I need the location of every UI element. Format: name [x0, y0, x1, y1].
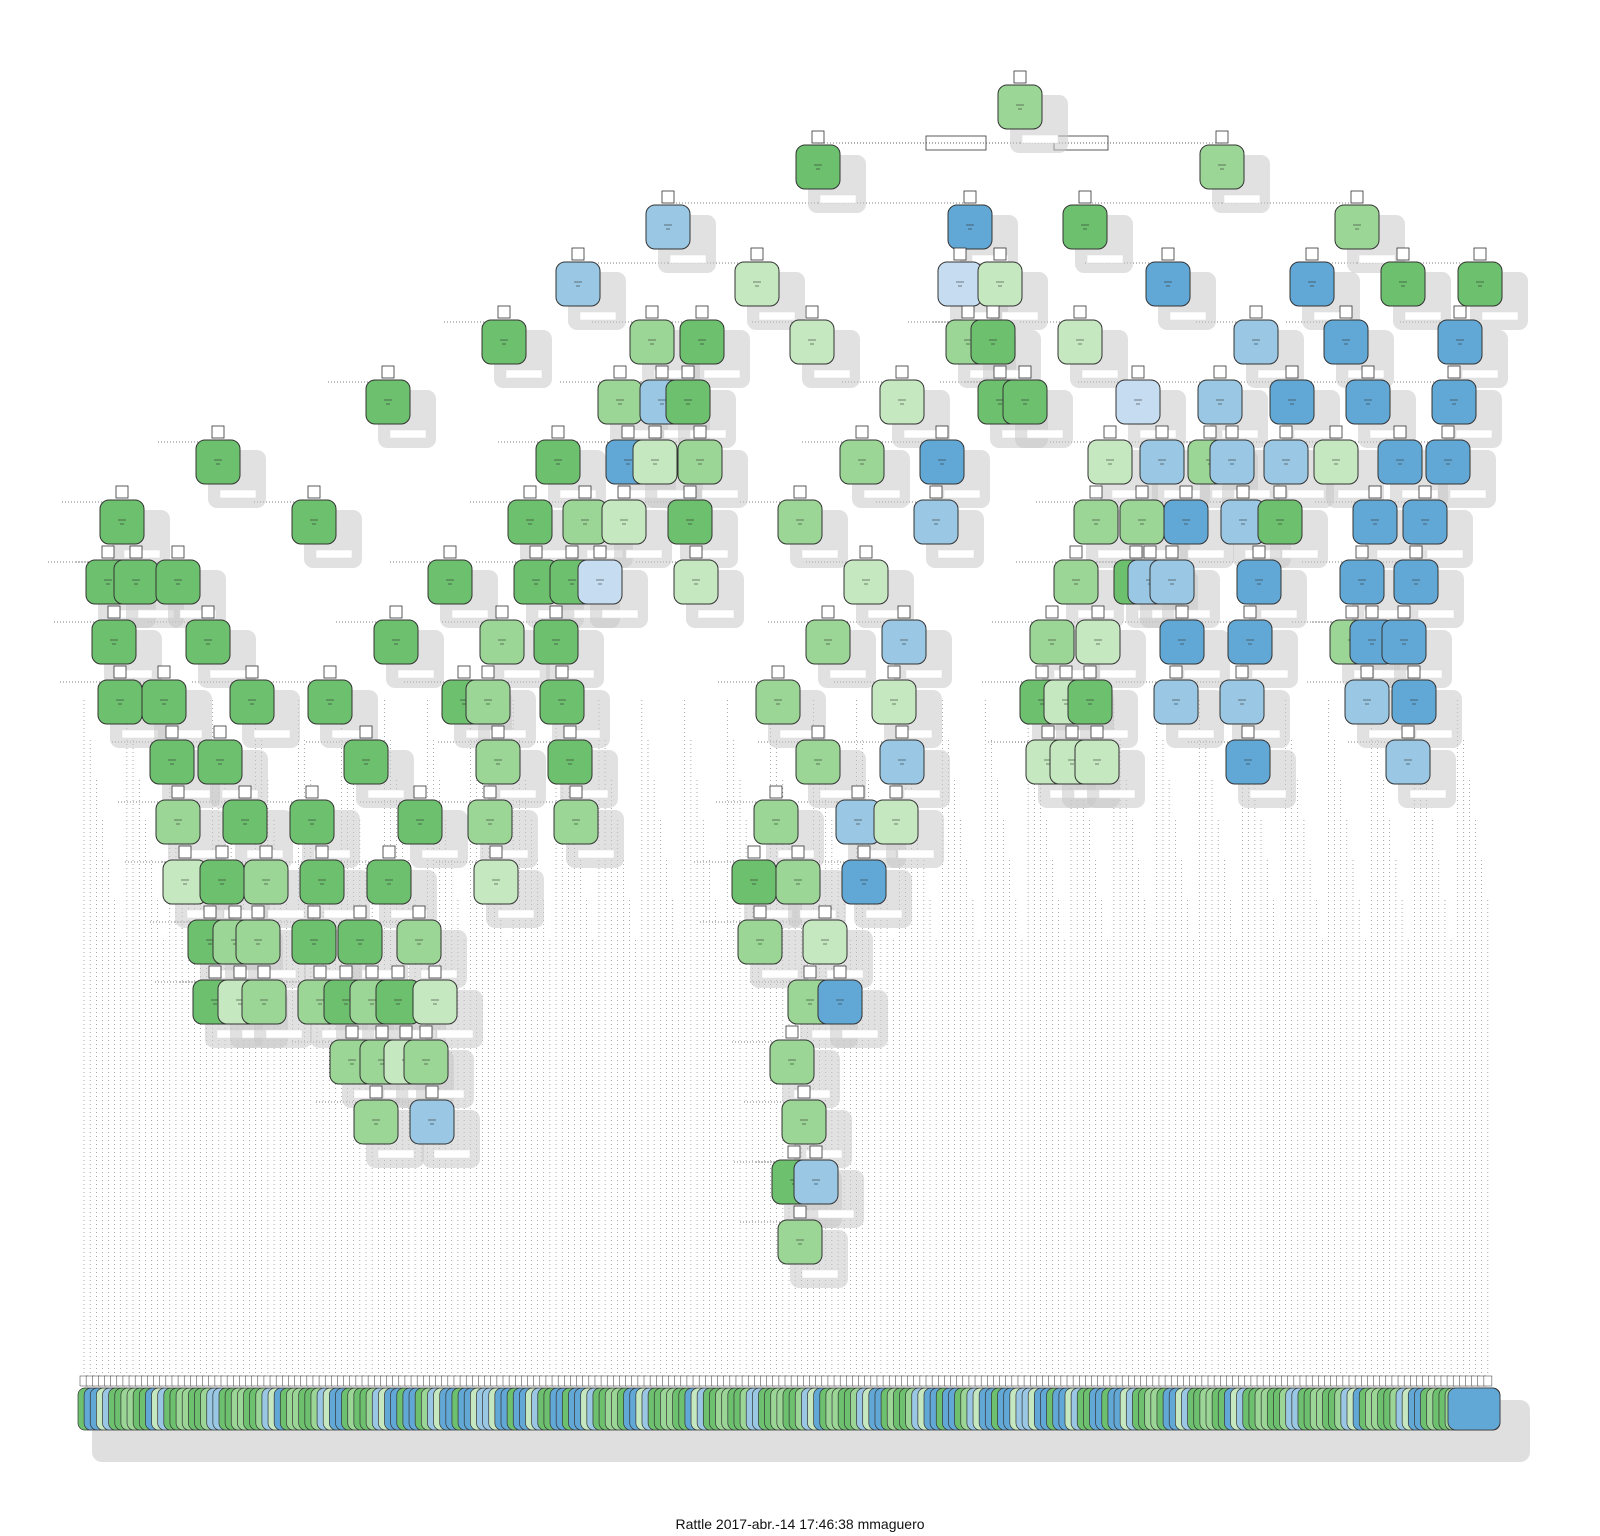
tree-node [679, 305, 750, 388]
tree-node [1145, 247, 1216, 330]
tree-node [553, 785, 624, 868]
tree-node [1269, 365, 1340, 448]
tree-node [817, 965, 888, 1048]
tree-node [1380, 247, 1451, 330]
tree-node [1257, 485, 1328, 568]
tree-node [291, 485, 362, 568]
tree-node [947, 190, 1018, 273]
tree-node [427, 545, 498, 628]
tree-node [412, 965, 483, 1048]
tree-node [677, 425, 748, 508]
tree-node [1391, 665, 1462, 748]
tree-node [481, 305, 552, 388]
tree-node [795, 130, 866, 213]
tree-leaves [77, 1375, 1530, 1462]
tree-node [781, 1085, 852, 1168]
tree-node [535, 425, 606, 508]
tree-node [397, 785, 468, 868]
tree-node [753, 785, 824, 868]
tree-node [473, 845, 544, 928]
tree-node [879, 365, 950, 448]
tree-node [879, 725, 950, 808]
tree-node [841, 845, 912, 928]
tree-node [1062, 190, 1133, 273]
tree-node [197, 725, 268, 808]
tree-node [777, 1205, 848, 1288]
tree-node [1159, 605, 1230, 688]
tree-node [229, 665, 300, 748]
tree-node [396, 905, 467, 988]
tree-node [1385, 725, 1456, 808]
tree-node [775, 845, 846, 928]
tree-node [777, 485, 848, 568]
tree-node [1381, 605, 1452, 688]
tree-node [734, 247, 805, 330]
tree-node [185, 605, 256, 688]
leaf-node-last [1447, 1387, 1501, 1431]
tree-node [1199, 130, 1270, 213]
tree-node [577, 545, 648, 628]
tree-node [1457, 247, 1528, 330]
tree-node [1334, 190, 1405, 273]
tree-node [1075, 605, 1146, 688]
tree-node [839, 425, 910, 508]
tree-node [1057, 305, 1128, 388]
tree-node [1002, 365, 1073, 448]
tree-node [789, 305, 860, 388]
tree-node [1227, 605, 1298, 688]
tree-node [913, 485, 984, 568]
tree-node [755, 665, 826, 748]
tree-node [805, 605, 876, 688]
tree-node [1115, 365, 1186, 448]
tree-node [673, 545, 744, 628]
tree-node [665, 365, 736, 448]
tree-node [802, 905, 873, 988]
tree-node [1153, 665, 1224, 748]
tree-node [795, 725, 866, 808]
tree-node [1437, 305, 1508, 388]
tree-node [1431, 365, 1502, 448]
tree-node [769, 1025, 840, 1108]
tree-node [881, 605, 952, 688]
tree-node [601, 485, 672, 568]
tree-node [1236, 545, 1307, 628]
tree-node [373, 605, 444, 688]
tree-node [1074, 725, 1145, 808]
root-node [997, 70, 1068, 153]
tree-node [343, 725, 414, 808]
tree-nodes [85, 70, 1528, 1288]
tree-node [1289, 247, 1360, 330]
tree-node [195, 425, 266, 508]
tree-node [1163, 485, 1234, 568]
tree-node [1225, 725, 1296, 808]
tree-node [99, 485, 170, 568]
tree-node [977, 247, 1048, 330]
tree-node [873, 785, 944, 868]
tree-node [1197, 365, 1268, 448]
tree-node [1425, 425, 1496, 508]
tree-node [793, 1145, 864, 1228]
tree-node [737, 905, 808, 988]
tree-node [365, 365, 436, 448]
tree-node [919, 425, 990, 508]
tree-node [1402, 485, 1473, 568]
tree-node [475, 725, 546, 808]
tree-node [409, 1085, 480, 1168]
tree-node [403, 1025, 474, 1108]
rattle-caption: Rattle 2017-abr.-14 17:46:38 mmaguero [675, 1516, 925, 1532]
tree-node [555, 247, 626, 330]
tree-node [1393, 545, 1464, 628]
tree-node [645, 190, 716, 273]
